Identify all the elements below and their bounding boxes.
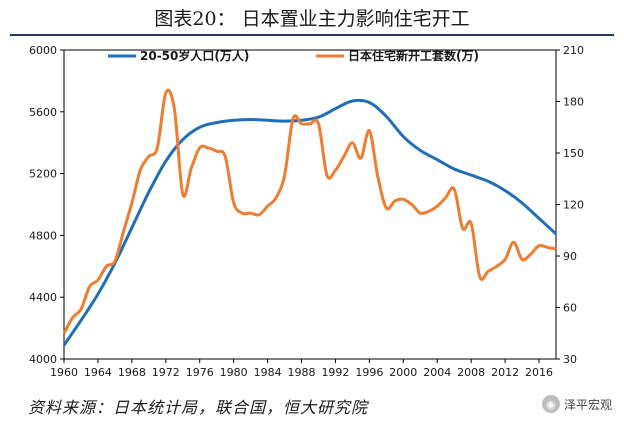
x-tick-label: 1992 (321, 366, 349, 379)
title-rule (10, 34, 614, 36)
series-lines (62, 88, 558, 346)
y-right-tick-label: 60 (563, 302, 577, 315)
x-tick-label: 1972 (152, 366, 180, 379)
y-right-tick-label: 180 (563, 96, 584, 109)
x-tick-label: 1976 (186, 366, 214, 379)
x-tick-label: 1988 (288, 366, 316, 379)
y-left-tick-label: 6000 (29, 44, 57, 57)
watermark: ◉ 泽平宏观 (541, 395, 612, 413)
x-tick-label: 2000 (389, 366, 417, 379)
x-tick-label: 1960 (50, 366, 78, 379)
legend-label-population: 20-50岁人口(万人) (140, 48, 249, 63)
x-tick-label: 1984 (254, 366, 282, 379)
y-left-tick-label: 5200 (29, 168, 57, 181)
y-left-tick-label: 4000 (29, 353, 57, 366)
watermark-text: 泽平宏观 (563, 397, 612, 412)
x-tick-label: 2008 (457, 366, 485, 379)
series-line-population (62, 98, 558, 346)
wechat-icon: ◉ (541, 395, 560, 413)
series-line-housing (62, 88, 557, 335)
source-note: 资料来源：日本统计局，联合国，恒大研究院 (28, 398, 369, 417)
y-left-tick-label: 4400 (29, 291, 57, 304)
legend-label-housing: 日本住宅新开工套数(万) (348, 48, 479, 63)
y-right-tick-label: 120 (563, 199, 584, 212)
x-tick-label: 2004 (423, 366, 451, 379)
plot-frame (63, 49, 557, 360)
y-right-tick-label: 150 (563, 147, 584, 160)
y-right-tick-label: 210 (563, 44, 584, 57)
x-tick-label: 2016 (525, 366, 553, 379)
x-tick-label: 1964 (84, 366, 112, 379)
axis-ticks: 1960 1964 1968 1972 1976 1980 1984 1988 1992 1996… (29, 44, 584, 379)
x-tick-label: 2012 (491, 366, 519, 379)
figure-title: 图表20： 日本置业主力影响住宅开工 (154, 8, 470, 30)
legend: 20-50岁人口(万人) 日本住宅新开工套数(万) (108, 48, 479, 63)
x-tick-label: 1980 (220, 366, 248, 379)
y-left-tick-label: 5600 (29, 106, 57, 119)
x-tick-label: 1996 (355, 366, 383, 379)
y-right-tick-label: 30 (563, 353, 577, 366)
y-left-tick-label: 4800 (29, 229, 57, 242)
x-tick-label: 1968 (118, 366, 146, 379)
y-right-tick-label: 90 (563, 250, 577, 263)
